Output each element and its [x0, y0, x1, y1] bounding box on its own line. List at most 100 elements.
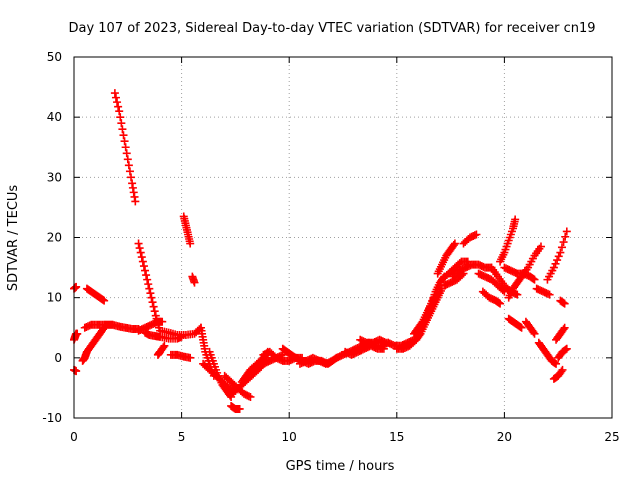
- y-tick-label: 10: [47, 291, 62, 305]
- data-point: [379, 344, 388, 353]
- data-point: [114, 102, 123, 111]
- x-tick-label: 0: [70, 430, 78, 444]
- data-point: [328, 356, 337, 365]
- data-point: [125, 167, 134, 176]
- data-point: [124, 161, 133, 170]
- y-tick-label: -10: [42, 411, 62, 425]
- axis-ticks: 0 5 10 15 20 25 -10 0 10 20 30 40 50: [42, 50, 619, 444]
- data-point: [138, 257, 147, 266]
- data-point: [148, 298, 157, 307]
- data-point: [141, 266, 150, 275]
- data-point: [143, 275, 152, 284]
- data-point: [560, 299, 569, 308]
- data-point: [551, 259, 560, 268]
- data-point: [530, 329, 539, 338]
- data-point: [556, 248, 565, 257]
- x-axis-label: GPS time / hours: [286, 459, 395, 474]
- data-point: [511, 215, 520, 224]
- data-point: [121, 143, 130, 152]
- chart-title: Day 107 of 2023, Sidereal Day-to-day VTE…: [68, 21, 595, 36]
- data-point: [553, 256, 562, 265]
- data-point: [562, 227, 571, 236]
- data-point: [130, 192, 139, 201]
- data-point: [128, 183, 137, 192]
- data-point: [100, 296, 109, 305]
- data-point: [561, 232, 570, 241]
- y-tick-label: 50: [47, 50, 62, 64]
- data-point: [123, 155, 132, 164]
- y-tick-label: 0: [54, 351, 62, 365]
- data-point: [145, 284, 154, 293]
- data-point: [136, 248, 145, 257]
- data-point: [149, 302, 158, 311]
- y-tick-label: 30: [47, 170, 62, 184]
- data-point: [142, 271, 151, 280]
- data-point: [558, 365, 567, 374]
- data-point: [115, 107, 124, 116]
- data-point: [113, 98, 122, 107]
- data-point: [122, 149, 131, 158]
- x-tick-label: 5: [178, 430, 186, 444]
- data-point: [559, 325, 568, 334]
- data-point: [560, 323, 569, 332]
- y-tick-label: 20: [47, 231, 62, 245]
- data-point: [150, 307, 159, 316]
- data-point: [186, 239, 195, 248]
- data-point: [449, 241, 458, 250]
- data-point: [545, 290, 554, 299]
- data-point: [110, 89, 119, 98]
- data-point: [552, 359, 561, 368]
- data-point: [557, 243, 566, 252]
- data-point: [128, 179, 137, 188]
- data-point: [129, 188, 138, 197]
- data-point: [158, 317, 167, 326]
- data-point: [186, 353, 195, 362]
- data-point: [134, 239, 143, 248]
- data-point: [554, 252, 563, 261]
- data-points: [70, 89, 571, 413]
- x-tick-label: 15: [389, 430, 404, 444]
- data-point: [536, 242, 545, 251]
- data-point: [190, 278, 199, 287]
- data-point: [159, 343, 168, 352]
- x-tick-label: 20: [497, 430, 512, 444]
- data-point: [117, 119, 126, 128]
- data-point: [496, 299, 505, 308]
- data-point: [235, 404, 244, 413]
- y-axis-label: SDTVAR / TECUs: [6, 185, 21, 292]
- data-point: [116, 113, 125, 122]
- data-point: [472, 230, 481, 239]
- data-point: [177, 332, 186, 341]
- data-point: [517, 323, 526, 332]
- data-point: [72, 367, 81, 376]
- data-point: [73, 329, 82, 338]
- data-point: [160, 341, 169, 350]
- data-point: [529, 328, 538, 337]
- data-point: [118, 125, 127, 134]
- data-point: [139, 262, 148, 271]
- y-tick-label: 40: [47, 110, 62, 124]
- data-point: [559, 238, 568, 247]
- data-point: [513, 290, 522, 299]
- data-point: [119, 131, 128, 140]
- data-point: [120, 137, 129, 146]
- data-point: [135, 244, 144, 253]
- x-tick-label: 25: [604, 430, 619, 444]
- data-point: [111, 93, 120, 102]
- data-point: [557, 367, 566, 376]
- data-point: [144, 280, 153, 289]
- data-point: [72, 282, 81, 291]
- data-point: [450, 239, 459, 248]
- data-point: [147, 293, 156, 302]
- data-point: [562, 344, 571, 353]
- x-tick-label: 10: [282, 430, 297, 444]
- data-point: [146, 289, 155, 298]
- data-point: [530, 275, 539, 284]
- data-point: [137, 253, 146, 262]
- data-point: [131, 197, 140, 206]
- data-point: [549, 263, 558, 272]
- data-point: [127, 173, 136, 182]
- data-point: [246, 392, 255, 401]
